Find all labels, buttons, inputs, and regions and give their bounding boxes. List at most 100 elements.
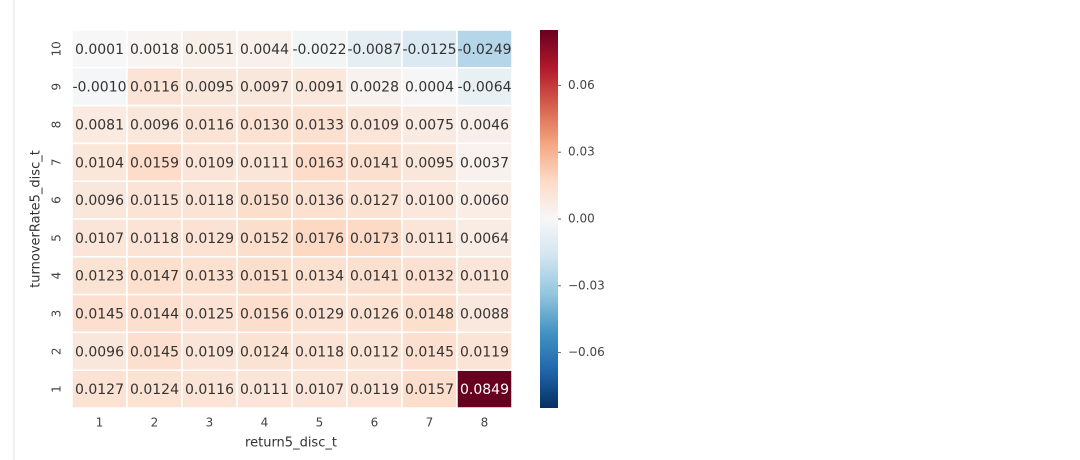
y-tick-label: 6 (50, 196, 64, 204)
heatmap-cell (126, 104, 183, 145)
heatmap-cell (71, 369, 128, 409)
cell-label: 0.0096 (75, 344, 124, 360)
cell-label: 0.0107 (75, 231, 124, 247)
cell-label: 0.0159 (130, 155, 179, 171)
cell-label: 0.0060 (460, 193, 509, 209)
heatmap-cell (456, 218, 513, 258)
cell-label: 0.0124 (130, 382, 179, 398)
cell-label: 0.0132 (405, 269, 454, 285)
heatmap-cell (126, 180, 183, 220)
cell-label: 0.0130 (240, 118, 289, 134)
heatmap-cell (181, 369, 238, 409)
cell-label: 0.0028 (350, 80, 399, 96)
cell-label: 0.0144 (130, 307, 179, 323)
cell-label: 0.0018 (130, 42, 179, 58)
cell-label: -0.0064 (457, 80, 511, 96)
cell-label: 0.0133 (185, 269, 234, 285)
cell-label: 0.0109 (350, 118, 399, 134)
x-tick-label: 3 (206, 416, 214, 430)
cell-label: -0.0087 (347, 42, 401, 58)
x-tick-label: 6 (371, 416, 379, 430)
heatmap-cell (291, 331, 348, 371)
cell-label: -0.0125 (402, 42, 456, 58)
heatmap-cell (346, 293, 403, 334)
heatmap-cell (346, 180, 403, 220)
cell-label: 0.0136 (295, 193, 344, 209)
colorbar-tick-label: −0.03 (568, 278, 605, 292)
x-tick-label: 5 (316, 416, 324, 430)
cell-label: 0.0004 (405, 80, 454, 96)
cell-label: 0.0156 (240, 307, 289, 323)
heatmap-cell (401, 293, 458, 334)
cell-label: 0.0111 (240, 155, 289, 171)
heatmap-cell (236, 142, 293, 182)
cell-label: 0.0118 (185, 193, 234, 209)
y-tick-label: 3 (50, 310, 64, 318)
colorbar-tick-label: −0.06 (568, 345, 605, 359)
heatmap-cell (236, 331, 293, 371)
cell-label: 0.0091 (295, 80, 344, 96)
y-tick-label: 2 (50, 347, 64, 355)
heatmap-cell (126, 29, 183, 69)
cell-label: 0.0095 (405, 155, 454, 171)
heatmap-cell (181, 256, 238, 296)
cell-label: 0.0115 (130, 193, 179, 209)
heatmap-cell (346, 67, 403, 107)
heatmap-cell (126, 331, 183, 371)
cell-label: 0.0129 (295, 307, 344, 323)
heatmap-cell (181, 331, 238, 371)
cell-label: 0.0037 (460, 155, 509, 171)
cell-label: 0.0081 (75, 118, 124, 134)
heatmap-cell (401, 331, 458, 371)
cell-label: 0.0152 (240, 231, 289, 247)
y-tick-label: 7 (50, 158, 64, 166)
cell-label: 0.0100 (405, 193, 454, 209)
y-tick-label: 10 (50, 41, 64, 56)
cell-label: 0.0096 (75, 193, 124, 209)
cell-label: 0.0147 (130, 269, 179, 285)
heatmap-cell (346, 369, 403, 409)
y-tick-label: 1 (50, 385, 64, 393)
cell-label: 0.0097 (240, 80, 289, 96)
heatmap-cell (236, 180, 293, 220)
heatmap-cell (456, 29, 513, 69)
cell-label: 0.0163 (295, 155, 344, 171)
cell-label: 0.0127 (75, 382, 124, 398)
cell-label: 0.0127 (350, 193, 399, 209)
heatmap-cell (401, 256, 458, 296)
cell-label: 0.0157 (405, 382, 454, 398)
heatmap-cell (126, 369, 183, 409)
cell-label: 0.0145 (130, 344, 179, 360)
cell-label: 0.0141 (350, 269, 399, 285)
cell-label: 0.0116 (130, 80, 179, 96)
heatmap-cell (181, 142, 238, 182)
cell-label: -0.0010 (72, 80, 126, 96)
cell-label: 0.0001 (75, 42, 124, 58)
y-tick-label: 4 (50, 272, 64, 280)
cell-label: 0.0176 (295, 231, 344, 247)
heatmap-cell (456, 369, 513, 409)
heatmap-cell (291, 142, 348, 182)
cell-label: 0.0129 (185, 231, 234, 247)
y-axis-label: turnoverRate5_disc_t (29, 150, 44, 288)
cell-label: 0.0148 (405, 307, 454, 323)
colorbar-tick-label: 0.06 (568, 78, 595, 92)
cell-label: 0.0126 (350, 307, 399, 323)
colorbar-tick-label: 0.00 (568, 212, 595, 226)
cell-label: 0.0046 (460, 118, 509, 134)
cell-label: 0.0116 (185, 382, 234, 398)
heatmap-cell (236, 256, 293, 296)
heatmap-cell (181, 67, 238, 107)
cell-label: 0.0112 (350, 344, 399, 360)
cell-label: 0.0111 (405, 231, 454, 247)
cell-label: 0.0095 (185, 80, 234, 96)
x-tick-label: 8 (481, 416, 489, 430)
cell-label: 0.0051 (185, 42, 234, 58)
y-tick-label: 5 (50, 234, 64, 242)
cell-label: 0.0141 (350, 155, 399, 171)
cell-label: 0.0145 (405, 344, 454, 360)
cell-label: 0.0110 (460, 269, 509, 285)
cell-label: 0.0109 (185, 155, 234, 171)
